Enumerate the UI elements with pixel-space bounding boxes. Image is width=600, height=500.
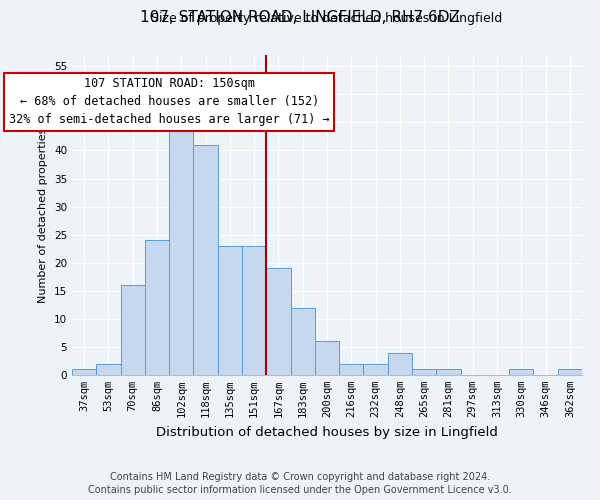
Bar [388,352,412,375]
Bar [72,370,96,375]
Title: Size of property relative to detached houses in Lingfield: Size of property relative to detached ho… [151,12,503,24]
Text: 107, STATION ROAD, LINGFIELD, RH7 6DZ: 107, STATION ROAD, LINGFIELD, RH7 6DZ [140,10,460,25]
Bar [364,364,388,375]
Text: Contains HM Land Registry data © Crown copyright and database right 2024.
Contai: Contains HM Land Registry data © Crown c… [88,472,512,495]
Bar [193,145,218,375]
Bar [290,308,315,375]
Bar [96,364,121,375]
Bar [218,246,242,375]
Bar [509,370,533,375]
Bar [169,117,193,375]
Bar [436,370,461,375]
Bar [412,370,436,375]
Bar [315,342,339,375]
Bar [266,268,290,375]
Bar [145,240,169,375]
Y-axis label: Number of detached properties: Number of detached properties [38,128,49,302]
Bar [242,246,266,375]
X-axis label: Distribution of detached houses by size in Lingfield: Distribution of detached houses by size … [156,426,498,438]
Bar [121,285,145,375]
Bar [558,370,582,375]
Bar [339,364,364,375]
Text: 107 STATION ROAD: 150sqm
← 68% of detached houses are smaller (152)
32% of semi-: 107 STATION ROAD: 150sqm ← 68% of detach… [9,78,329,126]
